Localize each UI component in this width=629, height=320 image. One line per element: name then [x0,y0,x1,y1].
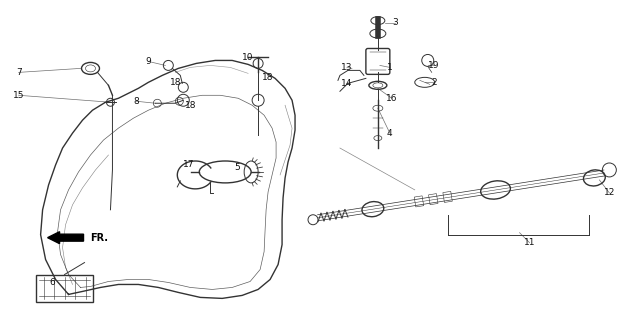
Text: 7: 7 [16,68,21,77]
Text: 19: 19 [428,61,440,70]
Text: 2: 2 [431,78,437,87]
Text: 18: 18 [184,101,196,110]
Text: 6: 6 [50,278,55,287]
Text: 9: 9 [145,57,151,66]
Text: 5: 5 [234,164,240,172]
Text: 3: 3 [392,18,398,27]
FancyArrow shape [48,232,84,244]
Text: 10: 10 [242,53,254,62]
Text: 18: 18 [170,78,181,87]
Bar [443,191,452,203]
Text: 16: 16 [386,94,398,103]
Text: 13: 13 [341,63,353,72]
Text: 4: 4 [387,129,392,138]
Text: 14: 14 [342,79,353,88]
Text: 11: 11 [524,238,535,247]
Text: 18: 18 [262,73,274,82]
Text: 8: 8 [133,97,139,106]
Text: 12: 12 [604,188,615,197]
Text: FR.: FR. [91,233,108,243]
Text: 1: 1 [387,63,392,72]
Text: 15: 15 [13,91,25,100]
Text: 17: 17 [182,160,194,170]
Bar [428,194,438,205]
Bar [415,196,424,207]
Bar [36,275,94,302]
